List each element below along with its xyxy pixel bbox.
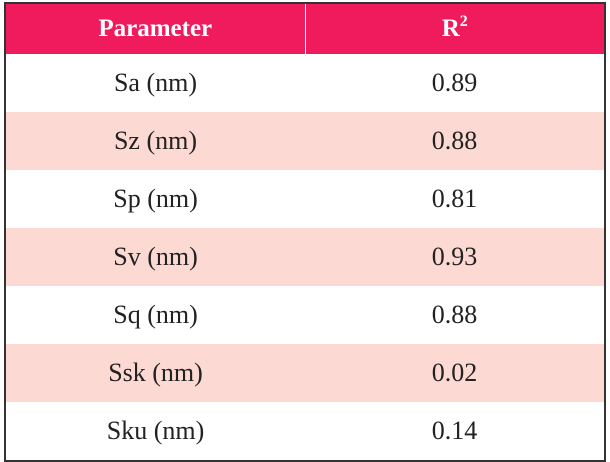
header-cell: R2 xyxy=(304,3,605,54)
data-table: Parameter R2 Sa (nm) 0.89 Sz (nm) 0.88 Sp (n… xyxy=(4,2,606,462)
header-cell: Parameter xyxy=(5,3,305,54)
value-cell: 0.81 xyxy=(431,184,478,213)
table-row: Sku (nm) 0.14 xyxy=(5,402,605,461)
value-cell: 0.02 xyxy=(305,344,605,402)
parameter-cell: Sz (nm) xyxy=(5,112,305,170)
parameter-cell: Sp (nm) xyxy=(113,184,198,213)
header-text: R xyxy=(441,15,460,42)
parameter-cell: Sku (nm) xyxy=(106,416,205,445)
value-cell: 0.14 xyxy=(431,416,478,445)
value-cell: 0.89 xyxy=(431,68,478,97)
header-text: Parameter xyxy=(98,15,213,42)
value-cell: 0.88 xyxy=(305,112,605,170)
parameter-cell: Sa (nm) xyxy=(113,68,198,97)
table-header: Parameter R2 xyxy=(5,3,605,54)
table-row: Sp (nm) 0.81 xyxy=(5,170,605,228)
header-row: Parameter R2 xyxy=(5,3,605,54)
parameter-cell: Sv (nm) xyxy=(5,228,305,286)
page: Parameter R2 Sa (nm) 0.89 Sz (nm) 0.88 Sp (n… xyxy=(4,2,606,462)
parameter-cell: Sq (nm) xyxy=(113,300,198,329)
table-row: Ssk (nm) 0.02 xyxy=(5,344,605,402)
header-superscript: 2 xyxy=(459,13,468,30)
table-row: Sa (nm) 0.89 xyxy=(5,54,605,112)
parameter-cell: Ssk (nm) xyxy=(5,344,305,402)
value-cell: 0.93 xyxy=(305,228,605,286)
table-row: Sq (nm) 0.88 xyxy=(5,286,605,344)
table-body: Sa (nm) 0.89 Sz (nm) 0.88 Sp (nm) 0.81 Sv (nm)… xyxy=(5,54,605,461)
table-row: Sv (nm) 0.93 xyxy=(5,228,605,286)
table-row: Sz (nm) 0.88 xyxy=(5,112,605,170)
value-cell: 0.88 xyxy=(431,300,478,329)
